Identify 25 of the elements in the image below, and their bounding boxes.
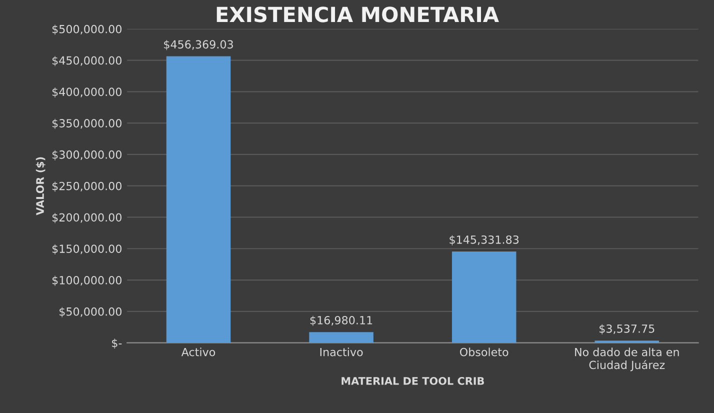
y-tick-label: $250,000.00 (52, 182, 122, 192)
y-tick-label: $100,000.00 (52, 276, 122, 286)
x-axis-title: MATERIAL DE TOOL CRIB (342, 377, 484, 385)
data-label: $16,980.11 (310, 316, 372, 326)
y-tick-label: $350,000.00 (52, 118, 122, 129)
bar (166, 56, 231, 343)
y-tick-label: $- (112, 338, 122, 349)
x-tick-label: No dado de alta en Ciudad Juárez (575, 348, 679, 372)
y-tick-label: $450,000.00 (52, 56, 122, 66)
data-label: $456,369.03 (164, 40, 233, 50)
bar (309, 332, 374, 343)
y-tick-label: $200,000.00 (52, 213, 122, 224)
x-tick-label: Inactivo (320, 348, 363, 356)
y-tick-label: $400,000.00 (52, 87, 122, 98)
y-tick-label: $150,000.00 (52, 244, 122, 254)
y-tick-label: $50,000.00 (60, 307, 122, 318)
y-tick-label: $300,000.00 (52, 150, 122, 160)
chart-title: EXISTENCIA MONETARIA (216, 6, 499, 22)
x-tick-label: Obsoleto (460, 348, 508, 356)
data-label: $145,331.83 (450, 235, 519, 246)
y-tick-label: $500,000.00 (52, 24, 122, 35)
bar (452, 252, 516, 343)
data-label: $3,537.75 (600, 324, 654, 334)
x-tick-label: Activo (181, 348, 216, 356)
y-axis-title: VALOR ($) (36, 157, 46, 216)
